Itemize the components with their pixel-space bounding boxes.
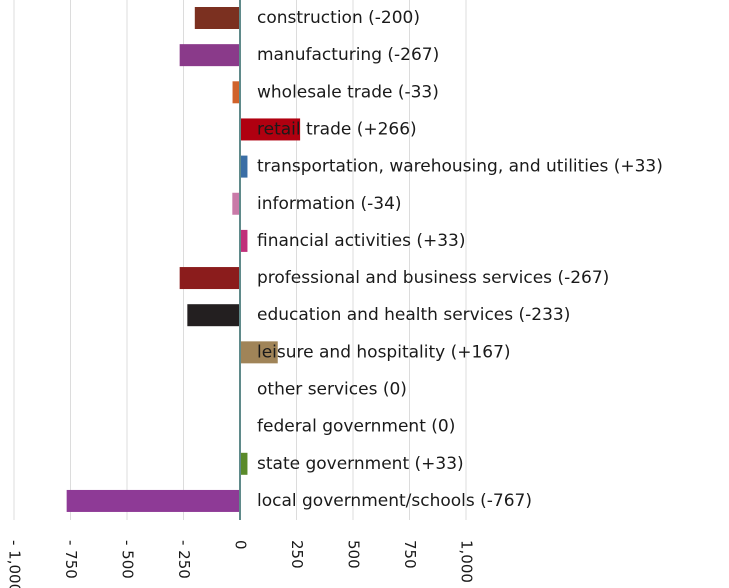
- x-tick-label: - 250: [175, 540, 193, 579]
- x-tick-label: 250: [288, 540, 306, 569]
- bar: [66, 489, 241, 512]
- bar: [240, 155, 248, 178]
- bar: [179, 267, 240, 290]
- x-tick-label: 0: [232, 540, 250, 550]
- category-label: other services (0): [257, 380, 407, 400]
- category-label: information (-34): [257, 194, 402, 214]
- category-label: federal government (0): [257, 417, 455, 437]
- x-tick-label: 750: [401, 540, 419, 569]
- category-label: leisure and hospitality (+167): [257, 342, 511, 362]
- bar: [187, 304, 240, 327]
- category-label: wholesale trade (-33): [257, 82, 439, 102]
- category-label: transportation, warehousing, and utiliti…: [257, 157, 663, 177]
- x-tick-label: 500: [345, 540, 363, 569]
- category-label: financial activities (+33): [257, 231, 465, 251]
- bar: [194, 7, 240, 29]
- bar: [232, 192, 240, 215]
- bar: [240, 229, 248, 252]
- x-tick-label: - 1,000: [6, 540, 24, 588]
- bar: [240, 341, 278, 364]
- category-label: manufacturing (-267): [257, 45, 439, 65]
- category-label: construction (-200): [257, 8, 420, 28]
- bar: [179, 44, 240, 67]
- category-label: education and health services (-233): [257, 305, 570, 325]
- category-label: state government (+33): [257, 454, 464, 474]
- bar: [240, 452, 248, 475]
- bar: [240, 118, 301, 141]
- category-label: professional and business services (-267…: [257, 268, 609, 288]
- x-tick-label: - 750: [62, 540, 80, 579]
- category-label: local government/schools (-767): [257, 491, 532, 511]
- x-tick-label: 1,000: [458, 540, 476, 583]
- bar: [232, 81, 240, 104]
- category-label: retail trade (+266): [257, 119, 417, 139]
- x-tick-label: - 500: [119, 540, 137, 579]
